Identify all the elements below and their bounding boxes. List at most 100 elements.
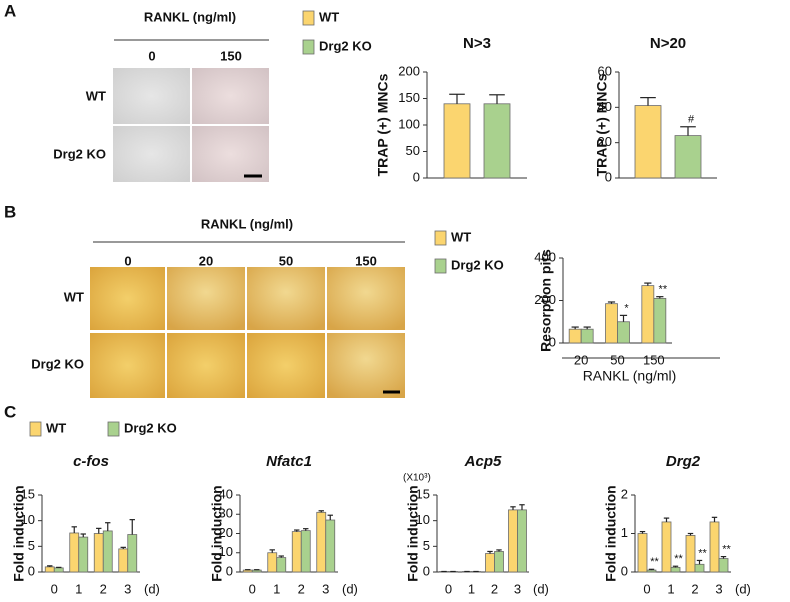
error-bar xyxy=(663,517,670,522)
column-label: 150 xyxy=(355,253,377,268)
error-bar xyxy=(47,565,53,567)
legend-swatch xyxy=(434,230,447,246)
image-header: RANKL (ng/ml) xyxy=(201,216,293,231)
bar xyxy=(325,519,336,573)
y-tick-label: 150 xyxy=(398,90,420,105)
panel-label: C xyxy=(4,402,16,421)
x-tick-label: 3 xyxy=(322,581,329,596)
bar xyxy=(69,532,80,573)
y-axis-label: Fold induction xyxy=(11,485,27,581)
error-bar xyxy=(607,301,616,304)
x-tick-label: 1 xyxy=(273,581,280,596)
y-axis-label: Fold induction xyxy=(405,485,421,581)
chart-title: N>3 xyxy=(463,35,491,52)
chart-title: N>20 xyxy=(650,35,686,52)
y-tick-label: 0 xyxy=(28,563,35,578)
significance-mark: ** xyxy=(674,553,683,565)
x-unit: (d) xyxy=(144,581,160,596)
legend-label: Drg2 KO xyxy=(319,38,372,53)
x-tick-label: 2 xyxy=(691,581,698,596)
error-bar xyxy=(639,530,646,534)
bar xyxy=(276,557,287,573)
bar xyxy=(291,531,302,573)
y-tick-label: 200 xyxy=(398,63,420,78)
micrograph xyxy=(113,126,190,182)
legend-swatch xyxy=(29,421,42,437)
error-bar xyxy=(711,516,718,522)
error-bar xyxy=(583,326,591,330)
micrograph xyxy=(167,267,245,330)
error-bar xyxy=(687,532,694,536)
bar xyxy=(617,321,630,344)
error-bar xyxy=(327,514,333,521)
x-tick-label: 1 xyxy=(75,581,82,596)
error-bar xyxy=(619,314,628,322)
error-bar xyxy=(640,97,656,106)
error-bar xyxy=(56,566,62,568)
error-bar xyxy=(449,93,465,104)
bar xyxy=(641,285,655,344)
y-tick-label: 40 xyxy=(598,99,612,114)
significance-mark: ** xyxy=(659,284,668,296)
y-tick-label: 0 xyxy=(549,334,556,349)
bar xyxy=(251,569,262,573)
significance-mark: * xyxy=(624,302,629,314)
micrograph xyxy=(327,333,405,398)
bar xyxy=(694,563,705,573)
micrograph xyxy=(90,333,165,398)
micrograph xyxy=(192,68,269,124)
panel-label: B xyxy=(4,202,16,221)
bar xyxy=(508,509,518,573)
bar xyxy=(118,548,129,573)
legend-swatch xyxy=(107,421,120,437)
micrograph xyxy=(167,333,245,398)
chart-title: Drg2 xyxy=(666,453,701,470)
row-label: WT xyxy=(64,289,84,304)
panel-label: A xyxy=(4,1,16,20)
column-label: 20 xyxy=(199,253,213,268)
y-tick-label: 0 xyxy=(423,563,430,578)
error-bar xyxy=(510,506,516,510)
error-bar xyxy=(720,555,727,559)
y-tick-label: 15 xyxy=(416,486,430,501)
x-tick-label: 20 xyxy=(574,352,588,367)
y-tick-label: 0 xyxy=(226,563,233,578)
y-tick-label: 5 xyxy=(28,538,35,553)
error-bar xyxy=(303,528,309,531)
micrograph xyxy=(90,267,165,330)
bar xyxy=(661,521,672,573)
significance-mark: ** xyxy=(698,547,707,559)
bar xyxy=(242,569,253,573)
bar xyxy=(443,103,471,179)
y-tick-label: 10 xyxy=(219,544,233,559)
bar xyxy=(494,551,504,573)
significance-mark: ** xyxy=(650,556,659,568)
y-tick-label: 20 xyxy=(219,525,233,540)
bar xyxy=(300,530,311,573)
legend-label: WT xyxy=(451,229,471,244)
x-tick-label: 2 xyxy=(491,581,498,596)
bar xyxy=(685,535,696,573)
y-tick-label: 400 xyxy=(534,249,556,264)
bar xyxy=(709,521,720,573)
y-tick-label: 10 xyxy=(416,512,430,527)
y-tick-label: 5 xyxy=(423,538,430,553)
x-tick-label: 1 xyxy=(468,581,475,596)
bar xyxy=(316,511,327,573)
legend-label: WT xyxy=(319,9,339,24)
y-axis-label: Fold induction xyxy=(603,485,619,581)
bar xyxy=(653,297,667,344)
column-label: 0 xyxy=(124,253,131,268)
x-tick-label: 0 xyxy=(643,581,650,596)
significance-mark: # xyxy=(688,114,695,126)
bar xyxy=(485,553,495,573)
error-bar xyxy=(519,504,525,510)
error-bar xyxy=(96,527,102,534)
bar xyxy=(718,558,729,573)
x-unit: (d) xyxy=(735,581,751,596)
bar xyxy=(78,536,89,573)
bar xyxy=(44,566,55,573)
legend-swatch xyxy=(434,258,447,274)
y-tick-label: 60 xyxy=(598,63,612,78)
